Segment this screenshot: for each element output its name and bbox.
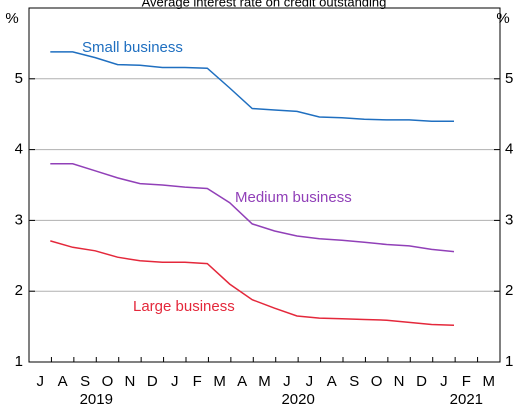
x-tick-label: J [306, 373, 314, 390]
x-tick-label: J [36, 373, 44, 390]
y-tick-label: 3 [15, 211, 23, 228]
x-tick-label: M [213, 373, 226, 390]
x-tick-label: J [171, 373, 179, 390]
year-label: 2019 [80, 391, 113, 407]
x-tick-label: J [440, 373, 448, 390]
x-tick-label: D [416, 373, 427, 390]
y-tick-label: 1 [15, 353, 23, 370]
series-label: Small business [82, 39, 183, 56]
y-tick-label-right: 1 [505, 353, 513, 370]
y-tick-label: 5 [15, 70, 23, 87]
y-tick-label-right: 5 [505, 70, 513, 87]
x-tick-label: A [58, 373, 68, 390]
year-label: 2021 [450, 391, 483, 407]
series-line [50, 51, 454, 123]
series-line [50, 163, 455, 253]
y-tick-label: 4 [15, 141, 23, 158]
year-label: 2020 [281, 391, 314, 407]
x-tick-label: J [283, 373, 291, 390]
y-tick-label-right: 3 [505, 211, 513, 228]
x-tick-label: O [102, 373, 114, 390]
x-tick-label: S [349, 373, 359, 390]
plot-frame [28, 7, 501, 363]
x-tick-label: A [237, 373, 247, 390]
x-tick-label: O [371, 373, 383, 390]
series-line [50, 240, 455, 326]
x-tick-label: F [193, 373, 202, 390]
x-tick-label: M [258, 373, 271, 390]
y-unit-right: % [496, 10, 509, 27]
x-tick-label: A [327, 373, 337, 390]
x-tick-label: M [483, 373, 496, 390]
x-tick-label: F [462, 373, 471, 390]
y-tick-label-right: 2 [505, 282, 513, 299]
x-tick-label: N [394, 373, 405, 390]
y-tick-label-right: 4 [505, 141, 513, 158]
x-tick-label: S [80, 373, 90, 390]
x-tick-label: D [147, 373, 158, 390]
y-tick-label: 2 [15, 282, 23, 299]
chart-title: Average interest rate on credit outstand… [142, 0, 387, 9]
x-tick-label: N [125, 373, 136, 390]
y-unit: % [5, 10, 18, 27]
series-label: Medium business [235, 189, 352, 206]
series-label: Large business [133, 298, 235, 315]
